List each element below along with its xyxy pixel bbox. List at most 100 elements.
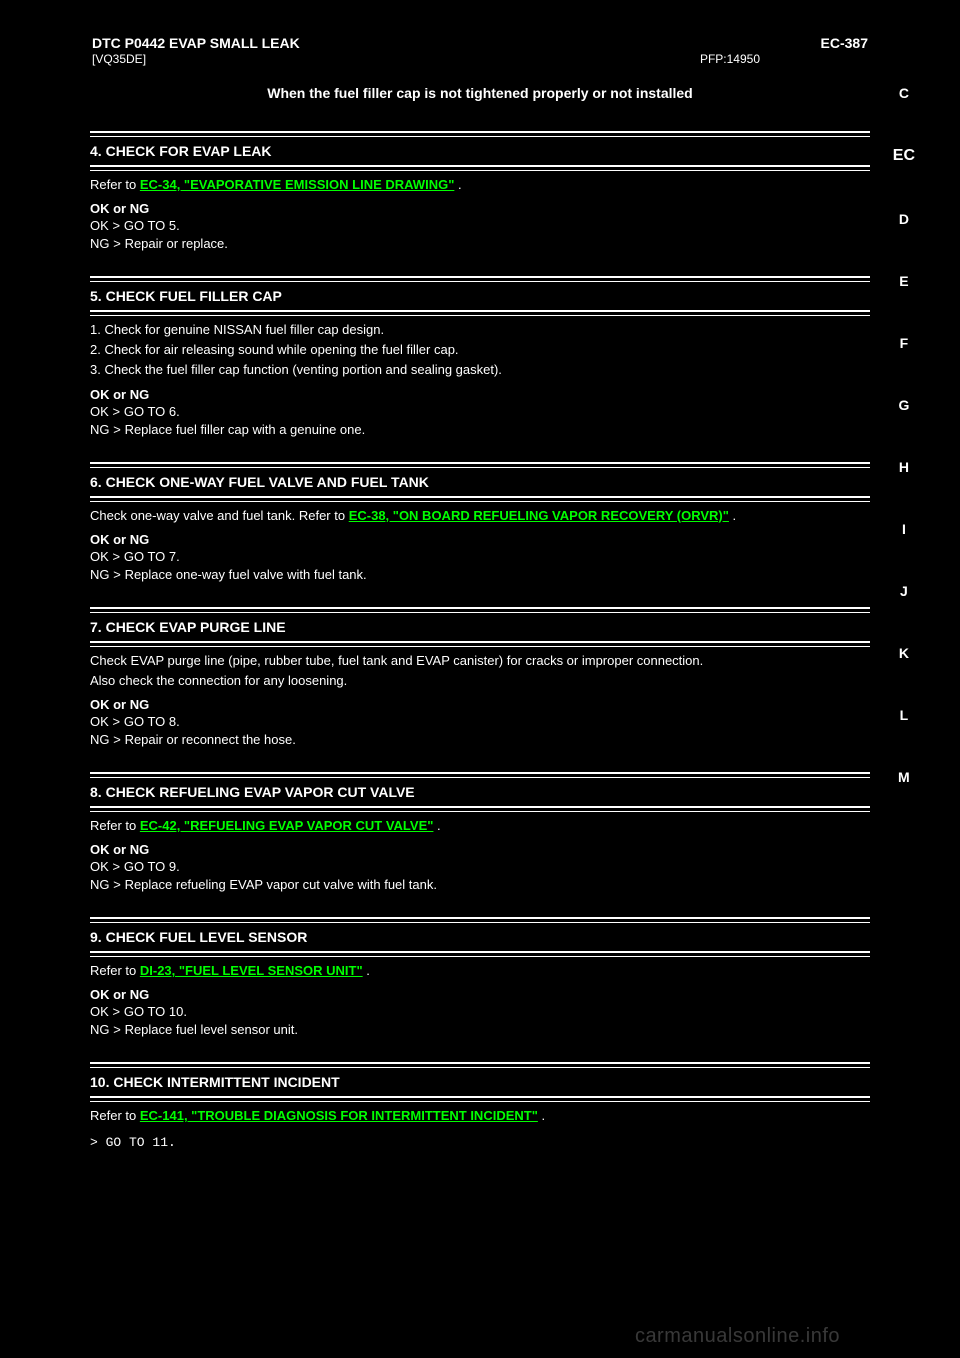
section-bracket: [VQ35DE] <box>92 52 146 66</box>
xref-link[interactable]: EC-141, "TROUBLE DIAGNOSIS FOR INTERMITT… <box>140 1108 538 1123</box>
divider <box>90 641 870 647</box>
body-line: 1. Check for genuine NISSAN fuel filler … <box>90 320 870 340</box>
step-number: 5 <box>90 288 98 304</box>
side-letter: M <box>893 769 915 785</box>
step-body: Refer to DI-23, "FUEL LEVEL SENSOR UNIT"… <box>90 961 870 981</box>
body-text: Refer to <box>90 177 140 192</box>
body-line: Check EVAP purge line (pipe, rubber tube… <box>90 651 870 671</box>
divider <box>90 165 870 171</box>
side-letter: H <box>893 459 915 475</box>
page-header-code: DTC P0442 EVAP SMALL LEAK <box>92 35 300 51</box>
side-letter: F <box>893 335 915 351</box>
branch-after: > GO TO 11. <box>90 1134 870 1150</box>
side-letter: C <box>893 85 915 101</box>
step-body: Refer to EC-141, "TROUBLE DIAGNOSIS FOR … <box>90 1106 870 1126</box>
branch-ok: OK > GO TO 5. <box>90 218 870 234</box>
body-text: . <box>433 818 440 833</box>
step-title: CHECK FUEL LEVEL SENSOR <box>106 929 308 945</box>
step-head-7: 7. CHECK EVAP PURGE LINE <box>90 619 870 635</box>
divider <box>90 131 870 137</box>
step-title: CHECK FUEL FILLER CAP <box>106 288 282 304</box>
step-number: 7 <box>90 619 98 635</box>
page-header-num: EC-387 <box>821 35 868 51</box>
step-body: Refer to EC-42, "REFUELING EVAP VAPOR CU… <box>90 816 870 836</box>
side-letter: K <box>893 645 915 661</box>
divider <box>90 951 870 957</box>
prompt: OK or NG <box>90 201 870 216</box>
side-letter: J <box>893 583 915 599</box>
branch-ng: NG > Repair or replace. <box>90 236 870 252</box>
branch-ok-text: GO TO 10. <box>124 1004 187 1019</box>
page-title: When the fuel filler cap is not tightene… <box>90 85 870 101</box>
side-letter: G <box>893 397 915 413</box>
xref-link[interactable]: EC-42, "REFUELING EVAP VAPOR CUT VALVE" <box>140 818 434 833</box>
body-text: Refer to <box>90 818 140 833</box>
prompt: OK or NG <box>90 697 870 712</box>
divider <box>90 496 870 502</box>
branch-ok-text: GO TO 9. <box>124 859 180 874</box>
branch-ok-text: GO TO 6. <box>124 404 180 419</box>
divider <box>90 917 870 923</box>
prompt: OK or NG <box>90 532 870 547</box>
step-number: 6 <box>90 474 98 490</box>
step-head-10: 10. CHECK INTERMITTENT INCIDENT <box>90 1074 870 1090</box>
body-text: . <box>363 963 370 978</box>
branch-ng: NG > Repair or reconnect the hose. <box>90 732 870 748</box>
divider <box>90 1062 870 1068</box>
step-number: 4 <box>90 143 98 159</box>
prompt: OK or NG <box>90 842 870 857</box>
body-line: Also check the connection for any loosen… <box>90 671 870 691</box>
step-head-9: 9. CHECK FUEL LEVEL SENSOR <box>90 929 870 945</box>
branch-after-text: > GO TO 11. <box>90 1135 176 1150</box>
step-body: 1. Check for genuine NISSAN fuel filler … <box>90 320 870 380</box>
body-text: . <box>454 177 461 192</box>
divider <box>90 772 870 778</box>
step-number: 9 <box>90 929 98 945</box>
body-line: 3. Check the fuel filler cap function (v… <box>90 360 870 380</box>
step-title: CHECK EVAP PURGE LINE <box>106 619 286 635</box>
step-body: Check EVAP purge line (pipe, rubber tube… <box>90 651 870 691</box>
xref-link[interactable]: EC-34, "EVAPORATIVE EMISSION LINE DRAWIN… <box>140 177 455 192</box>
side-letter: I <box>893 521 915 537</box>
page: DTC P0442 EVAP SMALL LEAK EC-387 C EC D … <box>0 0 960 1358</box>
step-head-8: 8. CHECK REFUELING EVAP VAPOR CUT VALVE <box>90 784 870 800</box>
xref-link[interactable]: DI-23, "FUEL LEVEL SENSOR UNIT" <box>140 963 363 978</box>
divider <box>90 1096 870 1102</box>
prompt: OK or NG <box>90 387 870 402</box>
body-text: Refer to <box>90 963 140 978</box>
body-line: 2. Check for air releasing sound while o… <box>90 340 870 360</box>
divider <box>90 607 870 613</box>
step-title: CHECK REFUELING EVAP VAPOR CUT VALVE <box>106 784 415 800</box>
divider <box>90 276 870 282</box>
step-body: Refer to EC-34, "EVAPORATIVE EMISSION LI… <box>90 175 870 195</box>
branch-ok-text: GO TO 8. <box>124 714 180 729</box>
side-letter: L <box>893 707 915 723</box>
branch-ok: OK > GO TO 10. <box>90 1004 870 1020</box>
xref-link[interactable]: EC-38, "ON BOARD REFUELING VAPOR RECOVER… <box>349 508 729 523</box>
step-number: 8 <box>90 784 98 800</box>
branch-ng-text: Replace fuel filler cap with a genuine o… <box>125 422 366 437</box>
step-head-6: 6. CHECK ONE-WAY FUEL VALVE AND FUEL TAN… <box>90 474 870 490</box>
watermark: carmanualsonline.info <box>635 1325 840 1348</box>
body-text: . <box>538 1108 545 1123</box>
step-head-4: 4. CHECK FOR EVAP LEAK <box>90 143 870 159</box>
branch-ng: NG > Replace refueling EVAP vapor cut va… <box>90 877 870 893</box>
branch-ng-text: Replace refueling EVAP vapor cut valve w… <box>125 877 437 892</box>
step-title: CHECK INTERMITTENT INCIDENT <box>113 1074 339 1090</box>
branch-ok: OK > GO TO 6. <box>90 404 870 420</box>
pfp-line: PFP:14950 <box>700 52 760 66</box>
branch-ng-text: Repair or reconnect the hose. <box>125 732 296 747</box>
branch-ok: OK > GO TO 7. <box>90 549 870 565</box>
branch-ng: NG > Replace fuel level sensor unit. <box>90 1022 870 1038</box>
step-head-5: 5. CHECK FUEL FILLER CAP <box>90 288 870 304</box>
branch-ng-text: Replace one-way fuel valve with fuel tan… <box>125 567 367 582</box>
divider <box>90 806 870 812</box>
side-index: C EC D E F G H I J K L M <box>893 85 915 831</box>
side-letter: EC <box>893 147 915 165</box>
branch-ng: NG > Replace fuel filler cap with a genu… <box>90 422 870 438</box>
branch-ng-text: Replace fuel level sensor unit. <box>125 1022 298 1037</box>
side-letter: E <box>893 273 915 289</box>
side-letter: D <box>893 211 915 227</box>
branch-ng-text: Repair or replace. <box>125 236 228 251</box>
prompt: OK or NG <box>90 987 870 1002</box>
